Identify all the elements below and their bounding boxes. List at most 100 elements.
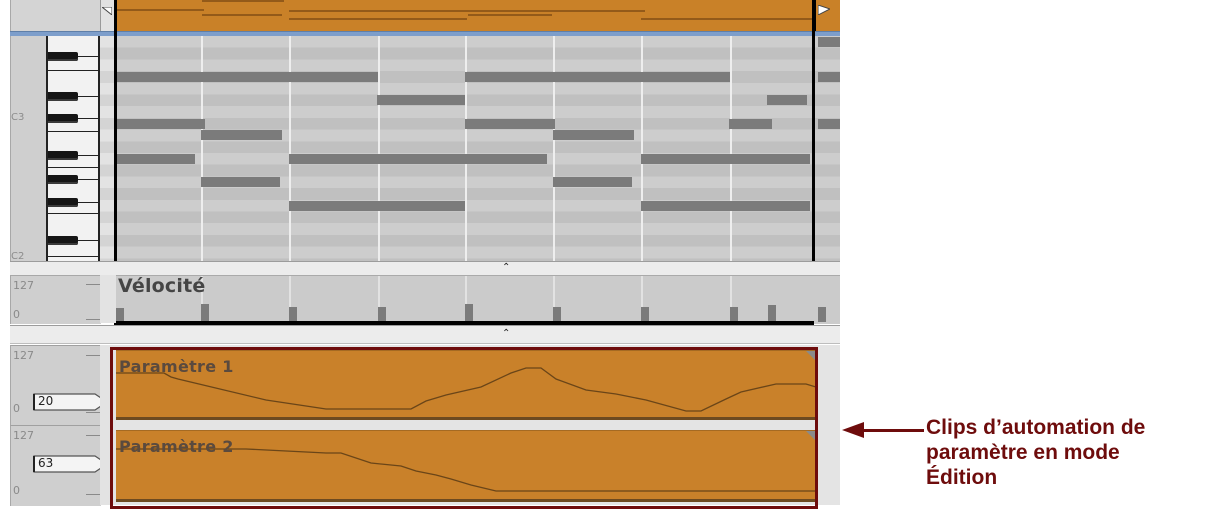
midi-note[interactable] <box>465 118 555 129</box>
note-label-c2: C2 <box>11 251 25 261</box>
scale-tick <box>86 284 100 285</box>
midi-note[interactable] <box>289 200 465 211</box>
callout-line-1: Clips d’automation de <box>926 416 1146 439</box>
midi-note[interactable] <box>116 153 195 164</box>
velocity-bar[interactable] <box>201 304 209 322</box>
loop-bar[interactable] <box>10 31 840 36</box>
velocity-min-label: 0 <box>13 308 20 321</box>
midi-note[interactable] <box>767 95 807 106</box>
black-key[interactable] <box>48 114 78 123</box>
white-key-divider <box>48 256 98 257</box>
black-key[interactable] <box>48 198 78 207</box>
callout-label: Clips d’automation de paramètre en mode … <box>926 415 1223 490</box>
grid-beat-line <box>289 36 291 261</box>
midi-note[interactable] <box>116 118 205 129</box>
midi-note[interactable] <box>201 177 280 188</box>
velocity-bar[interactable] <box>730 307 738 322</box>
grid-beat-line <box>641 276 643 324</box>
callout-arrow-icon <box>842 422 864 438</box>
midi-note[interactable] <box>553 177 632 188</box>
callout-line-2: paramètre en mode <box>926 441 1120 464</box>
velocity-bar[interactable] <box>289 307 297 322</box>
key-divider <box>78 118 98 119</box>
white-key-divider <box>48 131 98 132</box>
parameter-2-value-field[interactable]: 63 <box>33 455 109 473</box>
loop-end-marker-icon[interactable] <box>817 0 832 16</box>
region-note-line <box>202 0 284 2</box>
parameter-1-value-field[interactable]: 20 <box>33 393 109 411</box>
velocity-bar[interactable] <box>378 307 386 322</box>
piano-keyboard[interactable] <box>46 36 100 261</box>
black-key[interactable] <box>48 175 78 184</box>
region-end-line <box>812 0 815 261</box>
midi-note[interactable] <box>641 200 810 211</box>
black-key[interactable] <box>48 52 78 61</box>
midi-note[interactable] <box>116 71 378 82</box>
selection-highlight-frame <box>110 347 818 509</box>
grid-beat-line <box>289 276 291 324</box>
black-key[interactable] <box>48 151 78 160</box>
key-divider <box>78 240 98 241</box>
region-note-line <box>116 9 204 11</box>
midi-region-overview[interactable] <box>116 0 840 31</box>
lane-separator[interactable]: ⌃ <box>10 325 840 344</box>
velocity-bar[interactable] <box>641 307 649 322</box>
parameter-1-value: 20 <box>38 394 54 408</box>
velocity-lane-gutter <box>100 275 116 323</box>
grid-beat-line <box>553 36 555 261</box>
track-header-corner <box>10 0 101 31</box>
velocity-bar[interactable] <box>116 308 124 322</box>
resize-handle-icon[interactable]: ⌃ <box>502 262 511 273</box>
velocity-baseline <box>116 321 814 325</box>
black-key[interactable] <box>48 236 78 245</box>
region-note-line <box>641 18 813 20</box>
midi-note[interactable] <box>818 71 840 82</box>
automation-lane-header-1: 127 0 20 <box>10 345 109 426</box>
automation-lane-header-2: 127 0 63 <box>10 425 109 506</box>
scale-tick <box>86 412 100 413</box>
velocity-bar[interactable] <box>818 307 826 322</box>
loop-start-marker-icon[interactable] <box>100 0 113 17</box>
scale-tick <box>86 319 100 320</box>
grid-beat-line <box>201 36 203 261</box>
automation-max-label: 127 <box>13 349 34 362</box>
automation-max-label: 127 <box>13 429 34 442</box>
automation-clip-parameter-2[interactable]: Paramètre 2 <box>116 430 816 502</box>
note-label-c3: C3 <box>11 112 25 123</box>
midi-note[interactable] <box>818 36 840 47</box>
resize-handle-icon[interactable]: ⌃ <box>502 328 511 339</box>
scale-tick <box>86 494 100 495</box>
region-note-line <box>289 10 645 12</box>
note-name-column: C3 C2 <box>10 36 47 261</box>
white-key-divider <box>48 213 98 214</box>
grid-beat-line <box>730 36 732 261</box>
key-highlight-strip <box>100 36 116 261</box>
region-note-line <box>289 18 467 20</box>
velocity-max-label: 127 <box>13 279 34 292</box>
grid-beat-line <box>641 36 643 261</box>
velocity-bar[interactable] <box>465 304 473 322</box>
midi-note[interactable] <box>729 118 772 129</box>
midi-note[interactable] <box>553 130 634 141</box>
velocity-lane-header: 127 0 <box>10 275 101 324</box>
region-note-line <box>468 14 552 16</box>
velocity-bar[interactable] <box>768 305 776 322</box>
automation-curve-2[interactable] <box>116 431 816 503</box>
white-key-divider <box>48 70 98 71</box>
key-divider <box>78 155 98 156</box>
automation-clip-parameter-1[interactable]: Paramètre 1 <box>116 350 816 420</box>
velocity-lane[interactable] <box>116 275 840 324</box>
black-key[interactable] <box>48 92 78 101</box>
midi-note[interactable] <box>201 130 282 141</box>
automation-clip-title-1: Paramètre 1 <box>119 357 234 376</box>
velocity-bar[interactable] <box>553 307 561 322</box>
midi-note[interactable] <box>641 153 810 164</box>
scale-tick <box>86 435 100 436</box>
key-divider <box>78 96 98 97</box>
midi-note[interactable] <box>465 71 730 82</box>
piano-roll-grid[interactable] <box>116 36 840 261</box>
midi-note[interactable] <box>289 153 547 164</box>
midi-note[interactable] <box>377 95 465 106</box>
automation-curve-1[interactable] <box>116 351 816 421</box>
midi-note[interactable] <box>818 118 840 129</box>
